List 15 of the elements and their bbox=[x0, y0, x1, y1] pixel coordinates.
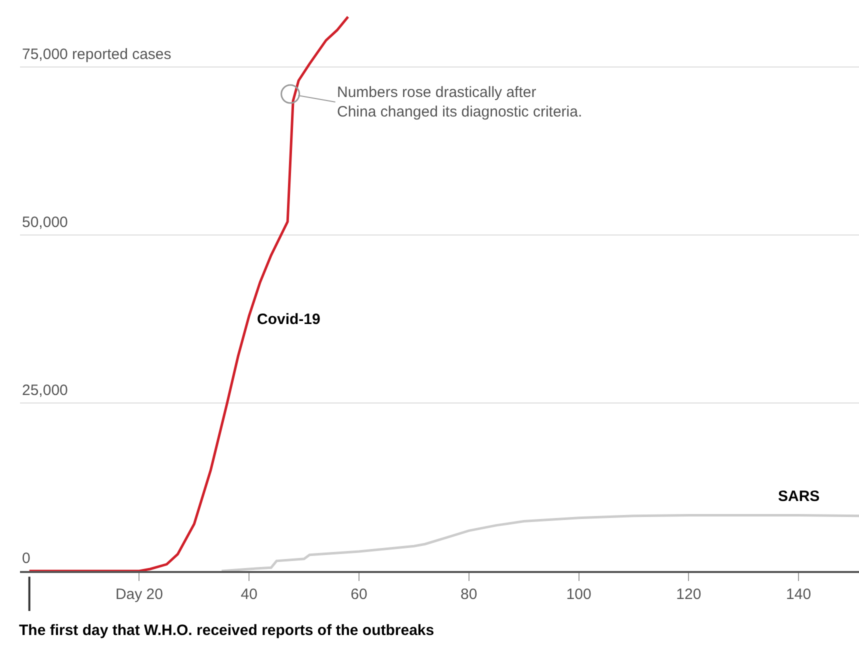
ref-line-label: The first day that W.H.O. received reports of the outbreaks bbox=[19, 622, 434, 639]
series-label: Covid-19 bbox=[257, 311, 320, 328]
annotation: Numbers rose drastically after China changed its diagnostic criteria. bbox=[337, 84, 582, 120]
x-tick-label: 60 bbox=[350, 586, 368, 603]
y-tick-label: 0 bbox=[22, 550, 30, 567]
y-tick-label: 50,000 bbox=[22, 214, 68, 231]
y-tick-label: 75,000 reported cases bbox=[22, 46, 172, 63]
y-tick-label: 25,000 bbox=[22, 382, 68, 399]
x-tick-label: 140 bbox=[786, 586, 812, 603]
x-tick-label: Day 20 bbox=[115, 586, 163, 603]
x-tick-label: 40 bbox=[240, 586, 258, 603]
series-label: SARS bbox=[778, 488, 820, 505]
x-tick-label: 120 bbox=[676, 586, 702, 603]
x-tick-label: 100 bbox=[566, 586, 592, 603]
x-tick-label: 80 bbox=[460, 586, 478, 603]
